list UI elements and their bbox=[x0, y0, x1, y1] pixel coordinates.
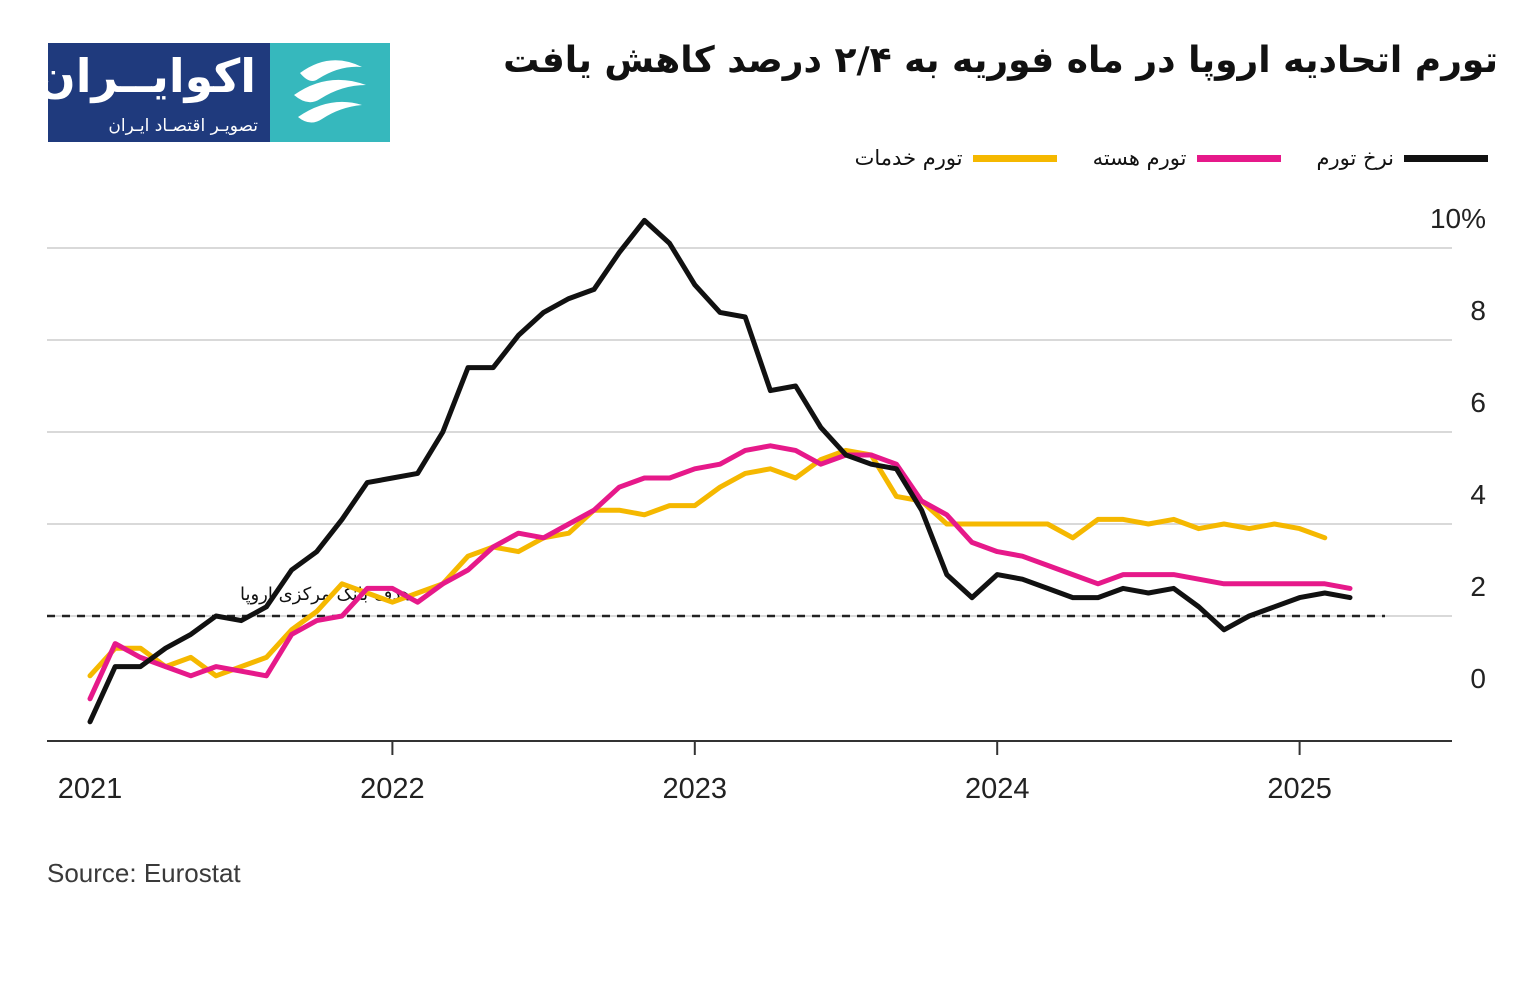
x-tick-label: 2022 bbox=[360, 773, 425, 805]
legend-swatch-services bbox=[972, 154, 1057, 162]
legend: نرخ تورم تورم هسته تورم خدمات bbox=[855, 146, 1488, 170]
y-tick-label: 2 bbox=[1470, 571, 1486, 602]
legend-swatch-headline bbox=[1404, 154, 1488, 162]
x-tick-label: 2024 bbox=[965, 773, 1030, 805]
legend-item-core: تورم هسته bbox=[1093, 146, 1281, 170]
series-line-headline bbox=[87, 217, 1353, 725]
legend-label-core: تورم هسته bbox=[1092, 146, 1187, 170]
series-line-services bbox=[87, 447, 1328, 679]
y-tick-label: 4 bbox=[1470, 479, 1486, 510]
y-tick-label: 10% bbox=[1430, 203, 1486, 234]
logo-text-panel: اکوایــران تصویـر اقتصـاد ایـران bbox=[37, 43, 270, 142]
legend-label-headline: نرخ تورم bbox=[1316, 146, 1395, 170]
logo-mark bbox=[270, 43, 390, 142]
y-tick-label: 8 bbox=[1470, 295, 1486, 326]
x-tick-label: 2025 bbox=[1267, 773, 1332, 805]
logo-swirl-icon bbox=[294, 60, 366, 123]
logo: اکوایــران تصویـر اقتصـاد ایـران bbox=[37, 43, 390, 142]
x-tick-label: 2021 bbox=[58, 773, 123, 805]
series-line-core bbox=[87, 443, 1353, 702]
legend-label-services: تورم خدمات bbox=[854, 146, 963, 170]
legend-swatch-core bbox=[1196, 154, 1281, 162]
y-tick-label: 6 bbox=[1470, 387, 1486, 418]
x-tick-label: 2023 bbox=[663, 773, 728, 805]
y-tick-label: 0 bbox=[1470, 663, 1486, 694]
logo-tagline: تصویـر اقتصـاد ایـران bbox=[108, 116, 258, 136]
page-title: تورم اتحادیه اروپا در ماه فوریه به ۲/۴ د… bbox=[503, 40, 1498, 81]
legend-item-headline: نرخ تورم bbox=[1316, 146, 1488, 170]
logo-brand: اکوایــران bbox=[36, 49, 257, 103]
source-note: Source: Eurostat bbox=[47, 858, 241, 888]
legend-item-services: تورم خدمات bbox=[855, 146, 1057, 170]
